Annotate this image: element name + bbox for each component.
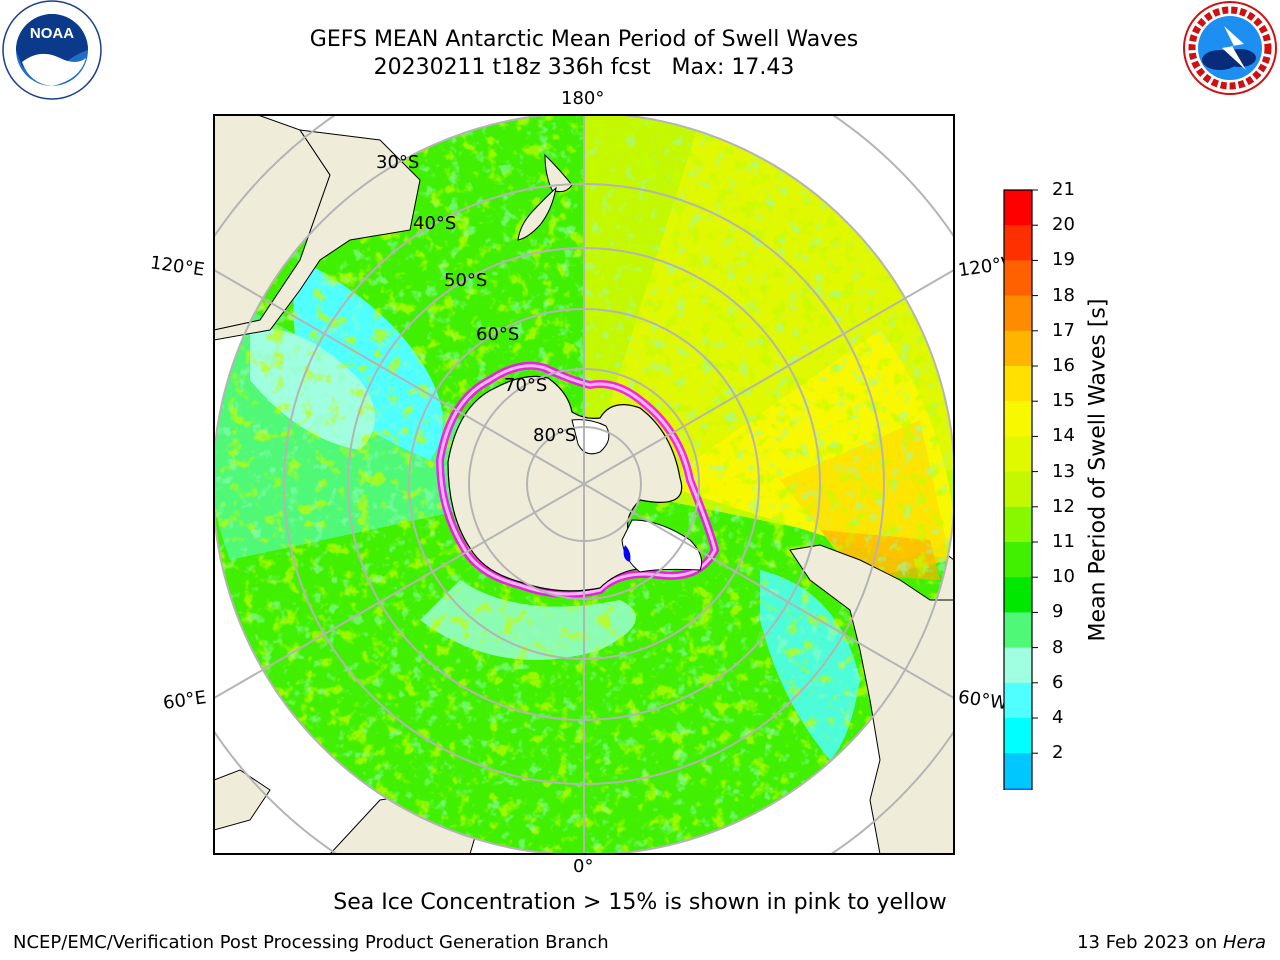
colorbar-tick-label: 14 [1052, 425, 1075, 447]
map-frame [213, 114, 955, 855]
new-zealand-south [517, 186, 557, 241]
colorbar-segment [1004, 436, 1032, 473]
noaa-logo-text: NOAA [30, 25, 74, 42]
lat-label-70s: 70°S [504, 375, 548, 396]
colorbar-tick-label: 19 [1052, 249, 1075, 271]
colorbar-segment [1004, 753, 1032, 789]
colorbar-segment [1004, 647, 1032, 684]
colorbar-tick-label: 11 [1052, 531, 1075, 552]
lat-label-50s: 50°S [444, 270, 488, 291]
sea-ice-note: Sea Ice Concentration > 15% is shown in … [333, 890, 947, 915]
colorbar-tick-label: 8 [1052, 636, 1064, 658]
lon-label-0: 0° [573, 856, 594, 877]
colorbar-segment [1004, 612, 1032, 649]
colorbar-segment [1004, 471, 1032, 508]
chart-title: GEFS MEAN Antarctic Mean Period of Swell… [309, 27, 859, 52]
colorbar-tick-label: 17 [1052, 319, 1075, 341]
colorbar-segment [1004, 260, 1032, 297]
footer-branch: NCEP/EMC/Verification Post Processing Pr… [13, 932, 609, 953]
lat-label-40s: 40°S [413, 213, 457, 234]
longitude-grid [214, 115, 954, 854]
lat-label-80s: 80°S [533, 425, 577, 446]
colorbar-segment [1004, 682, 1032, 719]
colorbar-tick-label: 9 [1052, 601, 1064, 623]
colorbar-tick-label: 12 [1052, 495, 1075, 517]
colorbar-segment [1004, 366, 1032, 402]
colorbar-tick-label: 10 [1052, 566, 1075, 588]
colorbar [1003, 189, 1038, 790]
colorbar-tick-label: 21 [1052, 179, 1075, 200]
colorbar-tick-label: 6 [1052, 671, 1064, 693]
new-zealand-north [544, 153, 573, 193]
lon-label-180: 180° [561, 88, 605, 109]
colorbar-tick-label: 13 [1052, 460, 1075, 482]
colorbar-segment [1004, 295, 1032, 332]
chart-subtitle: 20230211 t18z 336h fcst Max: 17.43 [373, 55, 795, 80]
lat-label-60s: 60°S [476, 324, 520, 345]
footer-date: 13 Feb 2023 on Hera [1077, 932, 1266, 953]
colorbar-segment [1004, 788, 1032, 790]
south-america-land [789, 544, 954, 854]
colorbar-segment [1004, 190, 1032, 226]
colorbar-tick-label: 4 [1052, 707, 1064, 728]
colorbar-tick-label: 16 [1052, 355, 1075, 376]
nws-logo [1183, 1, 1277, 95]
colorbar-segment [1004, 401, 1032, 437]
colorbar-segment [1004, 718, 1032, 754]
colorbar-segment [1004, 577, 1032, 613]
colorbar-tick-label: 15 [1052, 390, 1075, 412]
colorbar-segment [1004, 225, 1032, 261]
colorbar-segment [1004, 542, 1032, 578]
map [213, 114, 955, 855]
colorbar-tick-label: 2 [1052, 742, 1064, 764]
colorbar-label: Mean Period of Swell Waves [s] [1085, 298, 1111, 642]
colorbar-tick-label: 20 [1052, 214, 1075, 236]
lat-label-30s: 30°S [376, 152, 420, 173]
colorbar-tick-label: 18 [1052, 284, 1075, 306]
noaa-logo: NOAA [2, 0, 102, 100]
antarctica-land [447, 375, 702, 592]
colorbar-segment [1004, 330, 1032, 367]
colorbar-segment [1004, 506, 1032, 543]
